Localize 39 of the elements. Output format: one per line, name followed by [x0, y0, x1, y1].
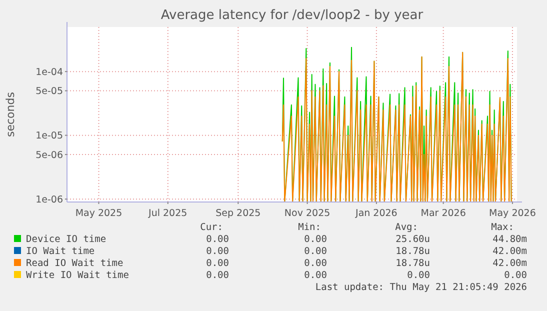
text: 0.00 [504, 270, 528, 281]
text: 25.60u [396, 234, 430, 245]
text: 0.00 [206, 270, 230, 281]
text: 0.00 [206, 246, 230, 257]
y-tick-label: 1e-05 [36, 130, 63, 142]
text: Cur: [200, 222, 223, 233]
y-tick-label: 1e-04 [36, 66, 63, 78]
text: 0.00 [304, 234, 328, 245]
y-tick-label: 1e-06 [36, 194, 63, 206]
text: 18.78u [396, 246, 430, 257]
legend-label: Device IO time [26, 234, 106, 245]
x-tick-label: Nov 2025 [284, 208, 330, 219]
text: Max: [491, 222, 514, 233]
legend-label: Read IO Wait time [26, 258, 124, 269]
text: Avg: [395, 222, 418, 233]
legend-label: Write IO Wait time [26, 270, 130, 281]
text: Min: [298, 222, 321, 233]
x-tick-label: Sep 2025 [216, 208, 261, 219]
text: 0.00 [304, 258, 328, 269]
text: 18.78u [396, 258, 430, 269]
text: Last update: Thu May 21 21:05:49 2026 [315, 282, 528, 293]
text: 0.00 [206, 234, 230, 245]
text: 42.00m [492, 258, 528, 269]
x-tick-label: Jan 2026 [354, 208, 398, 219]
x-tick-label: Mar 2026 [420, 208, 466, 219]
text: 0.00 [407, 270, 430, 281]
text: 42.00m [492, 246, 528, 257]
text: 0.00 [304, 246, 328, 257]
x-tick-label: May 2025 [75, 208, 122, 219]
text: 0.00 [304, 270, 328, 281]
text: 0.00 [206, 258, 230, 269]
x-tick-label: May 2026 [489, 208, 536, 219]
legend-label: IO Wait time [26, 246, 95, 257]
y-tick-label: 5e-06 [36, 150, 63, 161]
text: 44.80m [492, 234, 528, 245]
y-axis-title: seconds [4, 92, 17, 137]
y-tick-label: 5e-05 [36, 86, 63, 98]
x-tick-label: Jul 2025 [148, 208, 188, 219]
chart-title: Average latency for /dev/loop2 - by year [160, 8, 424, 23]
